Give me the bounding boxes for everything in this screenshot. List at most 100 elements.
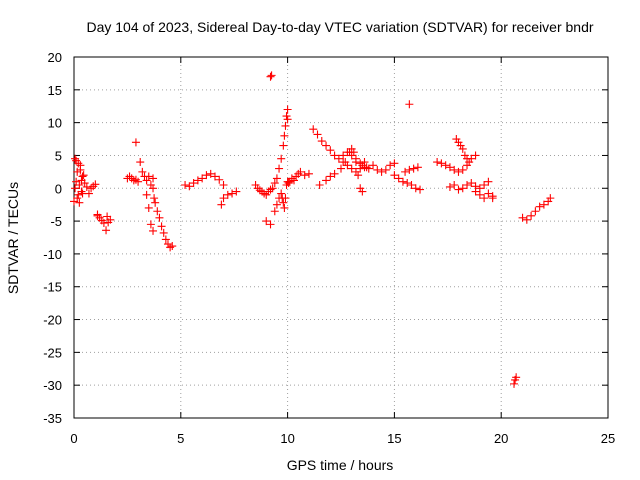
- data-point: [351, 154, 360, 163]
- data-point: [82, 182, 91, 191]
- data-point: [458, 144, 467, 153]
- data-point: [282, 112, 291, 121]
- y-tick-label: -20: [43, 313, 62, 328]
- y-tick-label: -15: [43, 280, 62, 295]
- data-point: [136, 158, 145, 167]
- data-point: [458, 165, 467, 174]
- data-points: [70, 71, 555, 388]
- data-point: [268, 184, 277, 193]
- y-tick-label: 20: [48, 50, 62, 65]
- data-point: [281, 121, 290, 130]
- data-point: [300, 171, 309, 180]
- y-tick-label: 10: [48, 116, 62, 131]
- data-point: [146, 220, 155, 229]
- data-point: [535, 202, 544, 211]
- data-point: [401, 167, 410, 176]
- data-point: [279, 141, 288, 150]
- x-tick-label: 25: [601, 431, 615, 446]
- y-axis-label: SDTVAR / TECUs: [5, 182, 21, 294]
- data-point: [75, 198, 84, 207]
- data-point: [153, 207, 162, 216]
- data-point: [381, 165, 390, 174]
- data-point: [296, 167, 305, 176]
- data-point: [390, 171, 399, 180]
- data-point: [155, 213, 164, 222]
- data-point: [281, 194, 290, 203]
- data-point: [313, 130, 322, 139]
- data-point: [210, 172, 219, 181]
- y-tick-label: -35: [43, 411, 62, 426]
- data-point: [471, 151, 480, 160]
- y-axis: 20 15 10 5 0 -5 -10 -15 -20 -25 -30 -35: [43, 50, 608, 426]
- data-point: [317, 137, 326, 146]
- data-point: [228, 189, 237, 198]
- data-point: [223, 190, 232, 199]
- data-point: [358, 187, 367, 196]
- data-point: [266, 72, 275, 81]
- data-point: [157, 222, 166, 231]
- data-point: [138, 167, 147, 176]
- data-point: [531, 207, 540, 216]
- x-tick-label: 0: [70, 431, 77, 446]
- data-point: [539, 200, 548, 209]
- data-point: [484, 189, 493, 198]
- data-point: [76, 165, 85, 174]
- data-point: [149, 184, 158, 193]
- data-point: [189, 179, 198, 188]
- data-point: [272, 174, 281, 183]
- data-point: [270, 207, 279, 216]
- data-point: [206, 169, 215, 178]
- data-point: [510, 379, 519, 388]
- data-point: [309, 125, 318, 134]
- data-point: [441, 161, 450, 170]
- x-tick-label: 10: [280, 431, 294, 446]
- chart-title: Day 104 of 2023, Sidereal Day-to-day VTE…: [86, 19, 593, 35]
- data-point: [356, 159, 365, 168]
- data-point: [71, 184, 80, 193]
- data-point: [71, 154, 80, 163]
- data-point: [168, 242, 177, 251]
- data-point: [373, 165, 382, 174]
- data-point: [272, 200, 281, 209]
- data-point: [369, 161, 378, 170]
- data-point: [411, 184, 420, 193]
- data-point: [315, 180, 324, 189]
- data-point: [277, 154, 286, 163]
- data-point: [377, 167, 386, 176]
- x-axis-label: GPS time / hours: [287, 457, 394, 473]
- grid-lines: [74, 57, 608, 418]
- data-point: [465, 158, 474, 167]
- data-point: [326, 146, 335, 155]
- data-point: [445, 182, 454, 191]
- data-point: [131, 175, 140, 184]
- data-point: [106, 215, 115, 224]
- plot-frame: [73, 56, 609, 419]
- data-point: [78, 172, 87, 181]
- y-tick-label: -5: [50, 214, 62, 229]
- data-point: [518, 213, 527, 222]
- data-point: [267, 71, 276, 80]
- data-point: [437, 159, 446, 168]
- data-point: [405, 165, 414, 174]
- data-point: [73, 194, 82, 203]
- x-axis: 0 5 10 15 20 25: [70, 57, 615, 446]
- data-point: [450, 180, 459, 189]
- y-tick-label: 15: [48, 83, 62, 98]
- data-point: [74, 159, 83, 168]
- data-point: [337, 164, 345, 173]
- data-point: [354, 171, 363, 180]
- x-tick-label: 5: [177, 431, 184, 446]
- data-point: [277, 189, 286, 198]
- data-point: [262, 217, 271, 226]
- data-point: [386, 161, 395, 170]
- data-point: [480, 194, 489, 203]
- data-point: [463, 180, 472, 189]
- data-point: [280, 131, 289, 140]
- data-point: [279, 198, 288, 207]
- x-tick-label: 15: [387, 431, 401, 446]
- data-point: [343, 148, 352, 157]
- data-point: [407, 180, 416, 189]
- data-point: [450, 165, 459, 174]
- data-point: [144, 203, 153, 212]
